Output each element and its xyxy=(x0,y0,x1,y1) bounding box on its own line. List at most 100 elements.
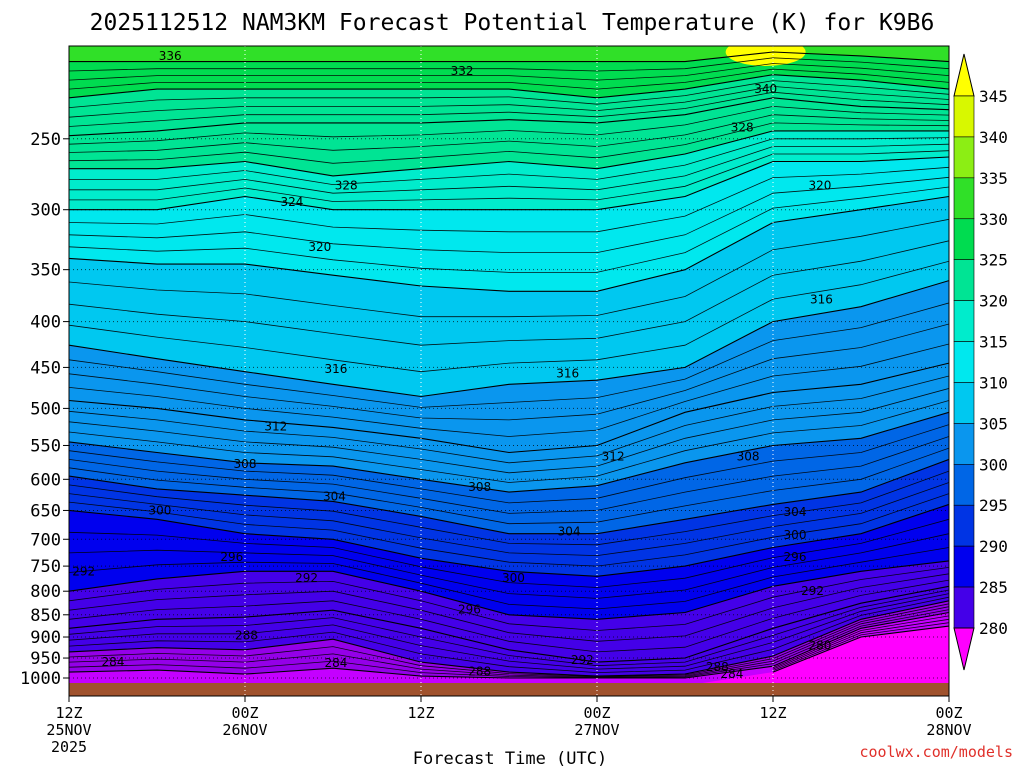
colorbar-segment-12 xyxy=(953,586,975,629)
isentrope-minor xyxy=(69,589,949,667)
isentrope-minor xyxy=(69,375,949,464)
contour-label-26: 292 xyxy=(801,584,824,598)
x-tick-label-0-1: 25NOV xyxy=(46,721,91,739)
y-tick-label-450: 450 xyxy=(30,358,61,378)
y-tick-label-300: 300 xyxy=(30,201,61,221)
colorbar-segment-7 xyxy=(953,382,975,424)
isentrope-minor xyxy=(69,186,949,273)
isentrope-minor xyxy=(69,436,949,514)
isentrope-minor xyxy=(69,343,949,437)
contour-label-11: 312 xyxy=(264,420,287,434)
isentrope-292 xyxy=(69,585,949,663)
colorbar-label-325: 325 xyxy=(979,251,1008,270)
isentrope-minor xyxy=(69,424,949,504)
colorbar-segment-5 xyxy=(953,300,975,342)
contour-label-10: 316 xyxy=(556,366,579,380)
contour-label-24: 292 xyxy=(295,571,318,585)
isentrope-minor xyxy=(772,615,949,669)
y-tick-label-900: 900 xyxy=(30,628,61,648)
contour-label-28: 288 xyxy=(235,629,258,643)
contour-label-6: 324 xyxy=(280,195,303,209)
y-tick-label-700: 700 xyxy=(30,530,61,550)
isentrope-332 xyxy=(69,97,949,137)
x-tick-label-3-1: 27NOV xyxy=(574,721,619,739)
isentrope-minor xyxy=(69,302,949,408)
isentrope-minor xyxy=(69,573,949,642)
colorbar-segment-0 xyxy=(953,95,975,138)
isentrope-minor xyxy=(69,533,949,599)
contour-label-16: 304 xyxy=(323,489,346,503)
contour-label-13: 308 xyxy=(234,457,257,471)
isentrope-minor xyxy=(69,470,949,546)
isentrope-minor xyxy=(69,137,949,186)
contour-label-7: 320 xyxy=(308,240,331,254)
isentrope-minor xyxy=(69,114,949,153)
plot-frame xyxy=(68,45,950,697)
y-tick-label-550: 550 xyxy=(30,436,61,456)
contour-label-30: 292 xyxy=(571,653,594,667)
contour-label-14: 308 xyxy=(737,450,760,464)
isentrope-308 xyxy=(69,411,949,493)
contour-label-18: 304 xyxy=(558,524,581,538)
y-tick-label-750: 750 xyxy=(30,557,61,577)
isentrope-312 xyxy=(69,362,949,454)
contour-label-9: 316 xyxy=(324,362,347,376)
contour-labels: 336 332 340 328 320 328 324 320 316 316 316 312 312 3… xyxy=(72,49,833,681)
isentrope-minor xyxy=(69,388,949,474)
contour-label-1: 332 xyxy=(451,64,474,78)
isentrope-minor xyxy=(69,547,949,610)
isentrope-minor xyxy=(69,63,949,81)
colorbar-label-300: 300 xyxy=(979,455,1008,474)
isentrope-minor xyxy=(69,166,949,233)
isentrope-288 xyxy=(69,600,949,677)
isentrope-minor xyxy=(69,218,949,318)
colorbar-segment-3 xyxy=(953,218,975,260)
x-tick-label-4-0: 12Z xyxy=(759,704,786,722)
isentrope-minor xyxy=(69,68,949,90)
contour-label-19: 304 xyxy=(784,505,807,519)
colorbar-label-295: 295 xyxy=(979,496,1008,515)
contour-label-5: 328 xyxy=(335,179,358,193)
colorbar-label-305: 305 xyxy=(979,414,1008,433)
isentrope-minor xyxy=(772,618,949,670)
contour-label-17: 300 xyxy=(148,503,171,517)
contour-label-33: 288 xyxy=(706,660,729,674)
colorbar-segment-6 xyxy=(953,341,975,383)
isentrope-minor xyxy=(69,323,949,421)
isentrope-304 xyxy=(69,458,949,535)
isentrope-minor xyxy=(69,400,949,483)
isentrope-minor xyxy=(69,240,949,346)
x-tick-label-1-1: 26NOV xyxy=(222,721,267,739)
y-tick-label-950: 950 xyxy=(30,649,61,669)
isentrope-minor xyxy=(69,593,949,670)
y-tick-label-1000: 1000 xyxy=(20,669,61,689)
contour-label-29: 280 xyxy=(808,639,831,653)
isentrope-320 xyxy=(69,195,949,292)
colorbar-label-280: 280 xyxy=(979,619,1008,638)
chart-title: 2025112512 NAM3KM Forecast Potential Tem… xyxy=(90,10,935,36)
y-tick-label-600: 600 xyxy=(30,470,61,490)
isentrope-minor xyxy=(69,606,949,678)
isentrope-340 xyxy=(69,51,949,63)
plot-fill xyxy=(69,46,949,696)
colorbar-bottom-arrow xyxy=(953,627,975,671)
isentrope-minor xyxy=(69,518,949,588)
y-tick-label-850: 850 xyxy=(30,606,61,626)
isentrope-minor xyxy=(69,579,949,653)
y-axis: 2503003504004505005506006507007508008509… xyxy=(20,130,69,689)
colorbar: 345 340 335 330 325 320 315 310 305 300 295 290 285 2… xyxy=(953,53,1008,671)
contour-label-0: 336 xyxy=(159,49,182,63)
colorbar-segment-2 xyxy=(953,177,975,220)
contour-label-32: 284 xyxy=(324,656,347,670)
isentrope-minor xyxy=(69,603,949,677)
contour-label-21: 296 xyxy=(220,550,243,564)
colorbar-label-330: 330 xyxy=(979,210,1008,229)
colorbar-label-290: 290 xyxy=(979,537,1008,556)
contour-label-31: 284 xyxy=(102,655,125,669)
contour-label-8: 316 xyxy=(810,293,833,307)
ground-strip xyxy=(69,683,949,696)
colorbar-segment-9 xyxy=(953,464,975,506)
colorbar-label-320: 320 xyxy=(979,292,1008,311)
grid-lines xyxy=(69,46,949,696)
